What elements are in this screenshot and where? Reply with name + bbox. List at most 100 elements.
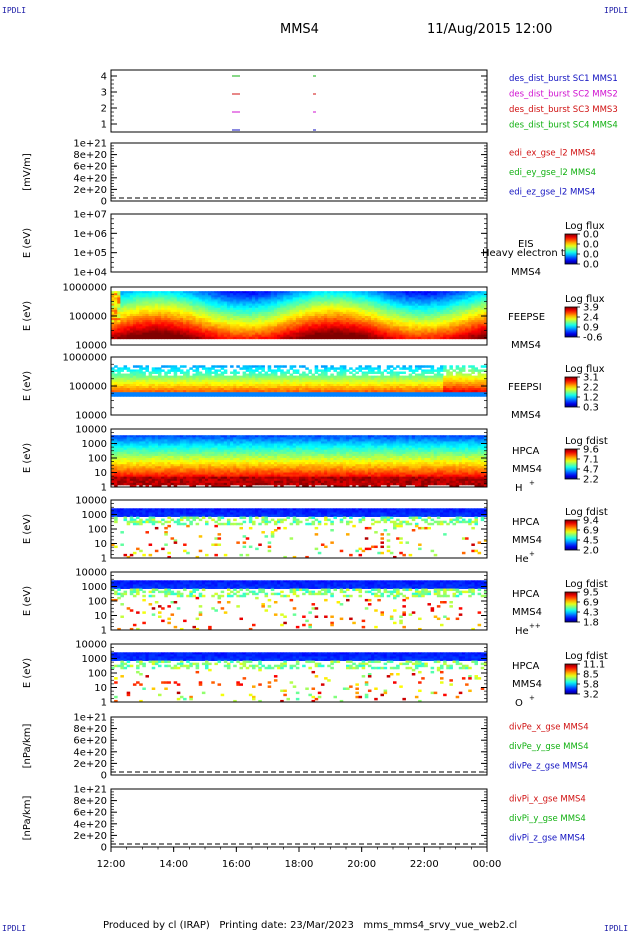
panel-feepsi-ticks bbox=[111, 356, 487, 416]
panel-hpca_he-colorbar-tick: 9.4 bbox=[583, 516, 599, 527]
panel-hpca_hepp-ytick: 1000 bbox=[82, 582, 107, 593]
panel-hpca_he-colorbar-tick: 6.9 bbox=[583, 526, 599, 537]
panel-edi-ytick: 6e+20 bbox=[73, 162, 107, 173]
panel-divpi-ytick: 4e+20 bbox=[73, 819, 107, 830]
spacecraft-title: MMS4 bbox=[280, 22, 319, 37]
panel-feepse-data bbox=[111, 291, 488, 340]
panel-eis-ytick: 1e+06 bbox=[73, 229, 107, 240]
panel-hpca_he-ytick: 1 bbox=[101, 554, 107, 565]
corner-label-bottom-left: IPDLI bbox=[2, 924, 27, 933]
panel-divpe-ylabel: [nPa/km] bbox=[22, 724, 33, 769]
panel-hpca_hepp-colorbar-title: Log fdist bbox=[565, 579, 608, 590]
panel-eis-ytick: 1e+07 bbox=[73, 210, 107, 221]
panel-hpca_o-data bbox=[111, 652, 488, 703]
x-tick-label: 22:00 bbox=[410, 859, 439, 870]
panel-hpca_he-data bbox=[111, 508, 488, 559]
panel-hpca_he-spacecraft-label: MMS4 bbox=[512, 535, 542, 546]
panel-hpca_he-ytick: 1000 bbox=[82, 510, 107, 521]
panel-feepse-colorbar bbox=[564, 306, 578, 338]
panel-hpca_hepp-ylabel: E (eV) bbox=[22, 586, 33, 616]
panel-feepsi-colorbar-title: Log flux bbox=[565, 364, 605, 375]
panel-eis-colorbar-title: Log flux bbox=[565, 221, 605, 232]
panel-eis-species-label: Heavy electron tof bbox=[482, 248, 575, 259]
corner-label-top-right: IPDLI bbox=[604, 6, 629, 15]
panel-hpca_h-spacecraft-label: MMS4 bbox=[512, 464, 542, 475]
panel-feepsi-ytick: 1000000 bbox=[62, 353, 107, 364]
panel-hpca_h-species-label: H bbox=[515, 483, 523, 494]
panel-feepsi-colorbar-tick: 2.2 bbox=[583, 383, 599, 394]
panel-divpe-legend-entry: divPe_y_gse MMS4 bbox=[509, 742, 589, 752]
panel-hpca_he-colorbar-tick: 2.0 bbox=[583, 546, 599, 557]
panel-burst-ytick: 3 bbox=[101, 88, 107, 99]
panel-burst-legend-entry: des_dist_burst SC4 MMS4 bbox=[509, 120, 618, 130]
panel-divpi-legend-entry: divPi_x_gse MMS4 bbox=[509, 795, 586, 805]
panel-divpe-ytick: 8e+20 bbox=[73, 724, 107, 735]
panel-eis-ylabel: E (eV) bbox=[22, 228, 33, 258]
panel-hpca_o-colorbar-title: Log fdist bbox=[565, 651, 608, 662]
panel-divpi-frame bbox=[110, 788, 488, 848]
panel-feepsi-ytick: 100000 bbox=[69, 382, 107, 393]
panel-hpca_h-colorbar-tick: 7.1 bbox=[583, 455, 599, 466]
panel-eis-colorbar-tick: 0.0 bbox=[583, 240, 599, 251]
panel-burst-ytick: 2 bbox=[101, 104, 107, 115]
panel-burst-ticks bbox=[111, 75, 487, 125]
corner-label-bottom-right: IPDLI bbox=[604, 924, 629, 933]
panel-feepsi-colorbar-tick: 0.3 bbox=[583, 403, 599, 414]
panel-hpca_hepp-ytick: 1 bbox=[101, 626, 107, 637]
panel-hpca_o-charge-label: + bbox=[529, 694, 535, 702]
panel-hpca_o-ylabel: E (eV) bbox=[22, 658, 33, 688]
panel-divpe-ticks bbox=[111, 716, 487, 776]
panel-hpca_he-charge-label: + bbox=[529, 550, 535, 558]
panel-hpca_o-colorbar-tick: 3.2 bbox=[583, 690, 599, 701]
x-tick-label: 20:00 bbox=[347, 859, 376, 870]
panel-hpca_h-data bbox=[111, 435, 488, 488]
panel-hpca_o-colorbar-tick: 5.8 bbox=[583, 680, 599, 691]
panel-burst-legend-entry: des_dist_burst SC3 MMS3 bbox=[509, 105, 618, 115]
panel-hpca_hepp-charge-label: ++ bbox=[529, 622, 541, 630]
panel-feepse-colorbar-tick: 2.4 bbox=[583, 313, 599, 324]
panel-feepse-ylabel: E (eV) bbox=[22, 301, 33, 331]
panel-hpca_hepp-colorbar bbox=[564, 591, 578, 623]
panel-hpca_he-ytick: 10 bbox=[94, 539, 107, 550]
panel-hpca_o-ytick: 1 bbox=[101, 698, 107, 709]
panel-feepsi-colorbar-tick: 3.1 bbox=[583, 373, 599, 384]
panel-hpca_hepp-ytick: 10000 bbox=[75, 568, 107, 579]
panel-divpe-ytick: 1e+21 bbox=[73, 713, 107, 724]
panel-divpe-ytick: 0 bbox=[101, 771, 107, 782]
panel-edi-ytick: 1e+21 bbox=[73, 139, 107, 150]
panel-hpca_o-ytick: 10000 bbox=[75, 640, 107, 651]
panel-hpca_hepp-data bbox=[111, 580, 488, 631]
panel-hpca_hepp-spacecraft-label: MMS4 bbox=[512, 607, 542, 618]
panel-hpca_he-colorbar-tick: 4.5 bbox=[583, 536, 599, 547]
panel-hpca_o-ytick: 100 bbox=[88, 669, 107, 680]
panel-hpca_h-charge-label: + bbox=[529, 479, 535, 487]
panel-eis-colorbar-tick: 0.0 bbox=[583, 260, 599, 271]
panel-feepsi-colorbar-tick: 1.2 bbox=[583, 393, 599, 404]
panel-feepse-ytick: 1000000 bbox=[62, 283, 107, 294]
panel-feepsi-ytick: 10000 bbox=[75, 411, 107, 422]
panel-feepsi-ylabel: E (eV) bbox=[22, 371, 33, 401]
panel-eis-ytick: 1e+05 bbox=[73, 248, 107, 259]
panel-hpca_he-ytick: 10000 bbox=[75, 496, 107, 507]
panel-eis-colorbar-tick: 0.0 bbox=[583, 230, 599, 241]
panel-divpe-ytick: 6e+20 bbox=[73, 736, 107, 747]
panel-feepse-colorbar-tick: 3.9 bbox=[583, 303, 599, 314]
corner-label-top-left: IPDLI bbox=[2, 6, 27, 15]
panel-hpca_h-colorbar-tick: 9.6 bbox=[583, 445, 599, 456]
panel-hpca_hepp-instrument-label: HPCA bbox=[512, 589, 540, 600]
panel-feepse-colorbar-tick: -0.6 bbox=[583, 333, 603, 344]
panel-edi-ytick: 8e+20 bbox=[73, 150, 107, 161]
panel-burst-legend-entry: des_dist_burst SC1 MMS1 bbox=[509, 74, 618, 84]
panel-hpca_h-ytick: 100 bbox=[88, 454, 107, 465]
plot-area: 4 3 2 1 des_dist_burst SC1 MMS1 des_dist_burs… bbox=[22, 69, 618, 870]
panel-feepsi-data bbox=[111, 365, 488, 397]
panel-hpca_hepp-colorbar-tick: 9.5 bbox=[583, 588, 599, 599]
panel-hpca_he-colorbar bbox=[564, 519, 578, 551]
panel-hpca_o-ticks bbox=[111, 643, 487, 703]
panel-hpca_h-colorbar-title: Log fdist bbox=[565, 436, 608, 447]
panel-hpca_o-species-label: O bbox=[515, 698, 523, 709]
panel-burst-legend-entry: des_dist_burst SC2 MMS2 bbox=[509, 89, 618, 99]
panel-hpca_he-colorbar-title: Log fdist bbox=[565, 507, 608, 518]
panel-divpi-ytick: 6e+20 bbox=[73, 808, 107, 819]
x-tick-label: 00:00 bbox=[473, 859, 502, 870]
